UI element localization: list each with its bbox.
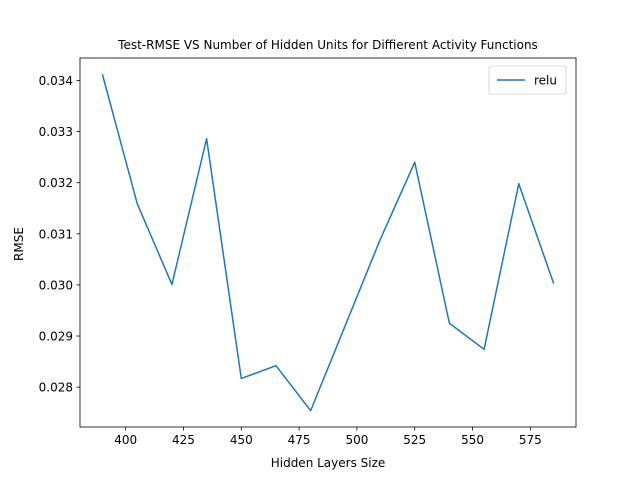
legend-label: relu — [534, 74, 557, 88]
plot-frame — [79, 57, 577, 428]
x-tick-label: 450 — [230, 433, 253, 447]
series-line-1 — [101, 73, 555, 412]
x-tick-label: 400 — [114, 433, 137, 447]
y-tick-label: 0.031 — [39, 227, 73, 241]
plot-area: 400 425 450 475 500 525 550 575 0.028 0.029 0.030 0… — [39, 57, 577, 447]
legend-box — [488, 65, 567, 95]
x-tick-label: 525 — [403, 433, 426, 447]
y-tick-label: 0.034 — [39, 74, 73, 88]
y-tick-label: 0.032 — [39, 176, 73, 190]
chart-title: Test-RMSE VS Number of Hidden Units for … — [117, 38, 538, 52]
legend: relu — [488, 65, 567, 95]
y-axis-label: RMSE — [12, 227, 26, 261]
x-tick-label: 575 — [519, 433, 542, 447]
x-tick-label: 550 — [461, 433, 484, 447]
x-axis-label: Hidden Layers Size — [271, 456, 386, 470]
x-tick-label: 425 — [172, 433, 195, 447]
y-tick-label: 0.033 — [39, 125, 73, 139]
y-tick-label: 0.029 — [39, 330, 73, 344]
y-tick-label: 0.030 — [39, 278, 73, 292]
y-tick-label: 0.028 — [39, 381, 73, 395]
x-tick-label: 475 — [288, 433, 311, 447]
x-tick-label: 500 — [345, 433, 368, 447]
